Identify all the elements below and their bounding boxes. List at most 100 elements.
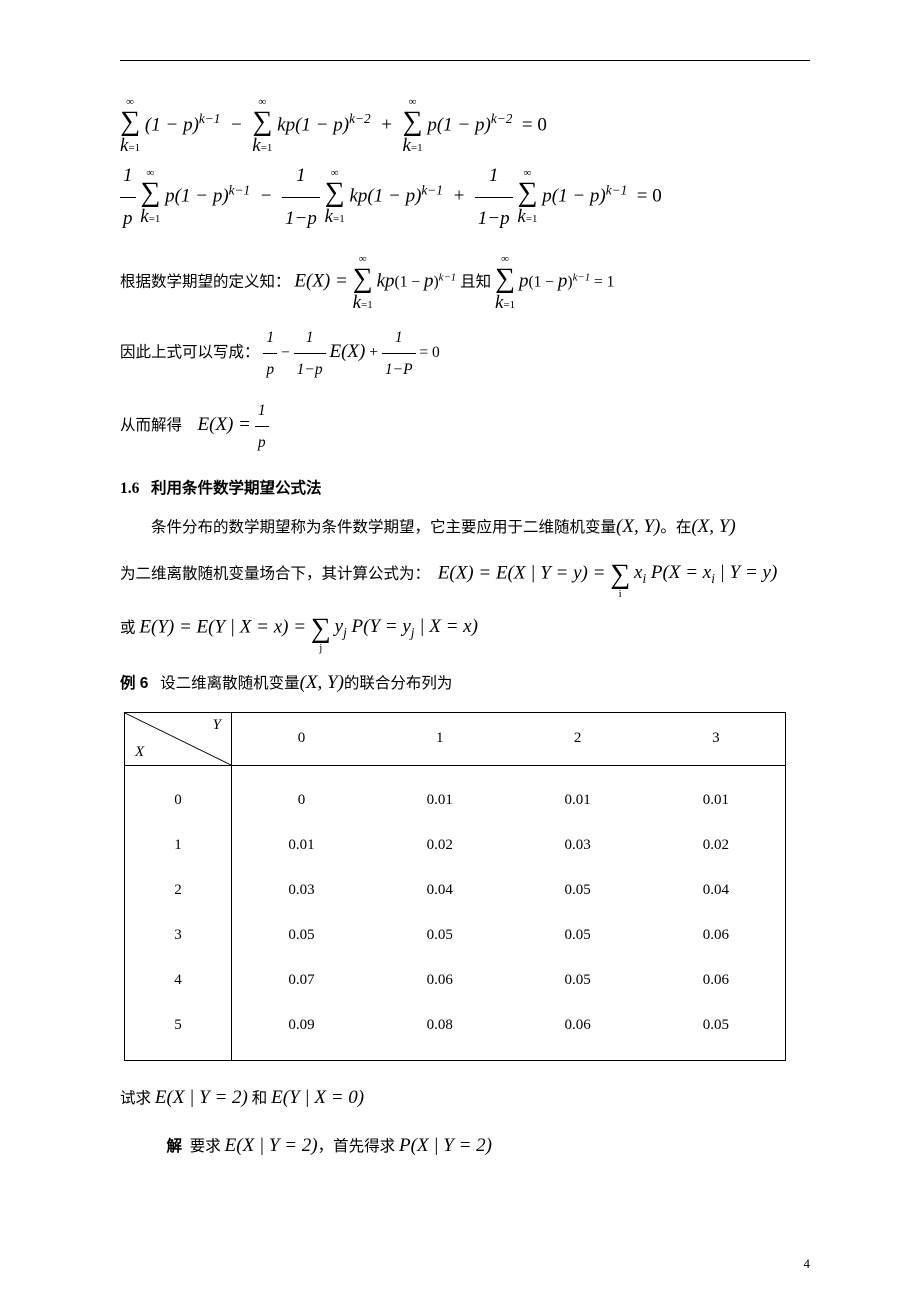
para-definition: 根据数学期望的定义知： E(X) = ∞∑k=1 kp(1 − p)k−1 且知… bbox=[120, 254, 810, 312]
para-solve: 从而解得 E(X) = 1p bbox=[120, 395, 810, 458]
cell: 0.04 bbox=[371, 868, 509, 913]
frac-num: 1 bbox=[382, 322, 416, 354]
row-header: 5 bbox=[125, 1003, 232, 1061]
solve-lhs: E(X) = bbox=[198, 414, 251, 435]
solution: 解 要求 E(X | Y = 2)，首先得求 P(X | Y = 2) bbox=[120, 1127, 810, 1165]
cell: 0.02 bbox=[646, 823, 785, 868]
cond-para-2: 为二维离散随机变量场合下，其计算公式为： E(X) = E(X | Y = y)… bbox=[120, 550, 810, 600]
cell: 0 bbox=[232, 765, 371, 823]
sum-idx: i bbox=[610, 589, 630, 600]
example-6: 例 6 设二维离散随机变量(X, Y)的联合分布列为 bbox=[120, 664, 810, 702]
def-text: 根据数学期望的定义知： bbox=[120, 273, 291, 290]
frac-num: 1 bbox=[263, 322, 277, 354]
frac-den: 1−p bbox=[282, 198, 320, 240]
section-name: 利用条件数学期望公式法 bbox=[151, 480, 322, 497]
cell: 0.03 bbox=[232, 868, 371, 913]
para-hence: 因此上式可以写成： 1p − 11−p E(X) + 11−P = 0 bbox=[120, 322, 810, 385]
row-header: 1 bbox=[125, 823, 232, 868]
cond-para-1: 条件分布的数学期望称为条件数学期望，它主要应用于二维随机变量(X, Y)。在(X… bbox=[120, 508, 810, 546]
expr: E(X | Y = 2) bbox=[225, 1135, 318, 1156]
cell: 0.01 bbox=[646, 765, 785, 823]
table-row: 000.010.010.01 bbox=[125, 765, 786, 823]
frac-den: p bbox=[255, 427, 269, 458]
expr: P(X | Y = 2) bbox=[399, 1135, 492, 1156]
joint-table: Y X 0 1 2 3 000.010.010.0110.010.020.030… bbox=[124, 712, 786, 1061]
table-header-row: Y X 0 1 2 3 bbox=[125, 712, 786, 765]
frac-den: p bbox=[263, 354, 277, 385]
x-label: X bbox=[135, 744, 144, 761]
question: 试求 E(X | Y = 2) 和 E(Y | X = 0) bbox=[120, 1079, 810, 1117]
solution-label: 解 bbox=[167, 1138, 183, 1155]
cell: 0.01 bbox=[371, 765, 509, 823]
cell: 0.05 bbox=[646, 1003, 785, 1061]
text: 试求 bbox=[120, 1090, 151, 1107]
expr: E(Y | X = 0) bbox=[271, 1087, 364, 1108]
y-label: Y bbox=[213, 717, 221, 734]
cell: 0.01 bbox=[232, 823, 371, 868]
text: 的联合分布列为 bbox=[344, 675, 453, 692]
hence-text: 因此上式可以写成： bbox=[120, 344, 260, 361]
xy: (X, Y) bbox=[616, 516, 660, 537]
frac-num: 1 bbox=[255, 395, 269, 427]
row-header: 2 bbox=[125, 868, 232, 913]
cell: 0.06 bbox=[646, 958, 785, 1003]
frac-den: 1−P bbox=[382, 354, 416, 385]
text: 设二维离散随机变量 bbox=[160, 675, 300, 692]
col-header: 3 bbox=[646, 712, 785, 765]
cell: 0.08 bbox=[371, 1003, 509, 1061]
xy: (X, Y) bbox=[300, 672, 344, 693]
cell: 0.05 bbox=[509, 868, 647, 913]
cell: 0.06 bbox=[646, 913, 785, 958]
or-text: 或 bbox=[120, 619, 136, 636]
expr: E(X | Y = 2) bbox=[155, 1087, 248, 1108]
cell: 0.05 bbox=[509, 913, 647, 958]
row-header: 0 bbox=[125, 765, 232, 823]
ex-symbol: E(X) bbox=[329, 341, 365, 362]
text: ，首先得求 bbox=[318, 1138, 396, 1155]
cell: 0.02 bbox=[371, 823, 509, 868]
col-header: 1 bbox=[371, 712, 509, 765]
row-header: 4 bbox=[125, 958, 232, 1003]
page-number: 4 bbox=[804, 1256, 811, 1272]
cell: 0.06 bbox=[371, 958, 509, 1003]
cell: 0.05 bbox=[232, 913, 371, 958]
frac-num: 1 bbox=[475, 155, 513, 198]
table-row: 10.010.020.030.02 bbox=[125, 823, 786, 868]
frac-den: 1−p bbox=[294, 354, 326, 385]
eq-block-1: ∞∑k=1 (1 − p)k−1 − ∞∑k=1 kp(1 − p)k−2 + … bbox=[120, 97, 810, 240]
cell: 0.01 bbox=[509, 765, 647, 823]
text: 为二维离散随机变量场合下，其计算公式为： bbox=[120, 565, 430, 582]
frac-num: 1 bbox=[120, 155, 136, 198]
cond-para-3: 或 E(Y) = E(Y | X = x) = ∑j yj P(Y = yj |… bbox=[120, 604, 810, 654]
page: ∞∑k=1 (1 − p)k−1 − ∞∑k=1 kp(1 − p)k−2 + … bbox=[0, 0, 920, 1302]
table-row: 20.030.040.050.04 bbox=[125, 868, 786, 913]
frac-num: 1 bbox=[282, 155, 320, 198]
row-header: 3 bbox=[125, 913, 232, 958]
cell: 0.07 bbox=[232, 958, 371, 1003]
col-header: 0 bbox=[232, 712, 371, 765]
table-row: 30.050.050.050.06 bbox=[125, 913, 786, 958]
text: 要求 bbox=[190, 1138, 221, 1155]
cell: 0.05 bbox=[371, 913, 509, 958]
xy: (X, Y) bbox=[691, 516, 735, 537]
frac-den: 1−p bbox=[475, 198, 513, 240]
example-label: 例 6 bbox=[120, 675, 148, 692]
cell: 0.09 bbox=[232, 1003, 371, 1061]
cell: 0.06 bbox=[509, 1003, 647, 1061]
solve-text: 从而解得 bbox=[120, 417, 182, 434]
cell: 0.05 bbox=[509, 958, 647, 1003]
section-title: 1.6 利用条件数学期望公式法 bbox=[120, 476, 810, 498]
text: 和 bbox=[252, 1090, 268, 1107]
cell: 0.04 bbox=[646, 868, 785, 913]
text: 条件分布的数学期望称为条件数学期望，它主要应用于二维随机变量 bbox=[151, 519, 616, 536]
frac-num: 1 bbox=[294, 322, 326, 354]
section-number: 1.6 bbox=[120, 480, 139, 497]
frac-den: p bbox=[120, 198, 136, 240]
cell: 0.03 bbox=[509, 823, 647, 868]
table-row: 40.070.060.050.06 bbox=[125, 958, 786, 1003]
top-rule bbox=[120, 60, 810, 61]
diag-header: Y X bbox=[125, 712, 232, 765]
and-text: 且知 bbox=[460, 273, 491, 290]
joint-table-wrap: Y X 0 1 2 3 000.010.010.0110.010.020.030… bbox=[120, 712, 810, 1061]
col-header: 2 bbox=[509, 712, 647, 765]
